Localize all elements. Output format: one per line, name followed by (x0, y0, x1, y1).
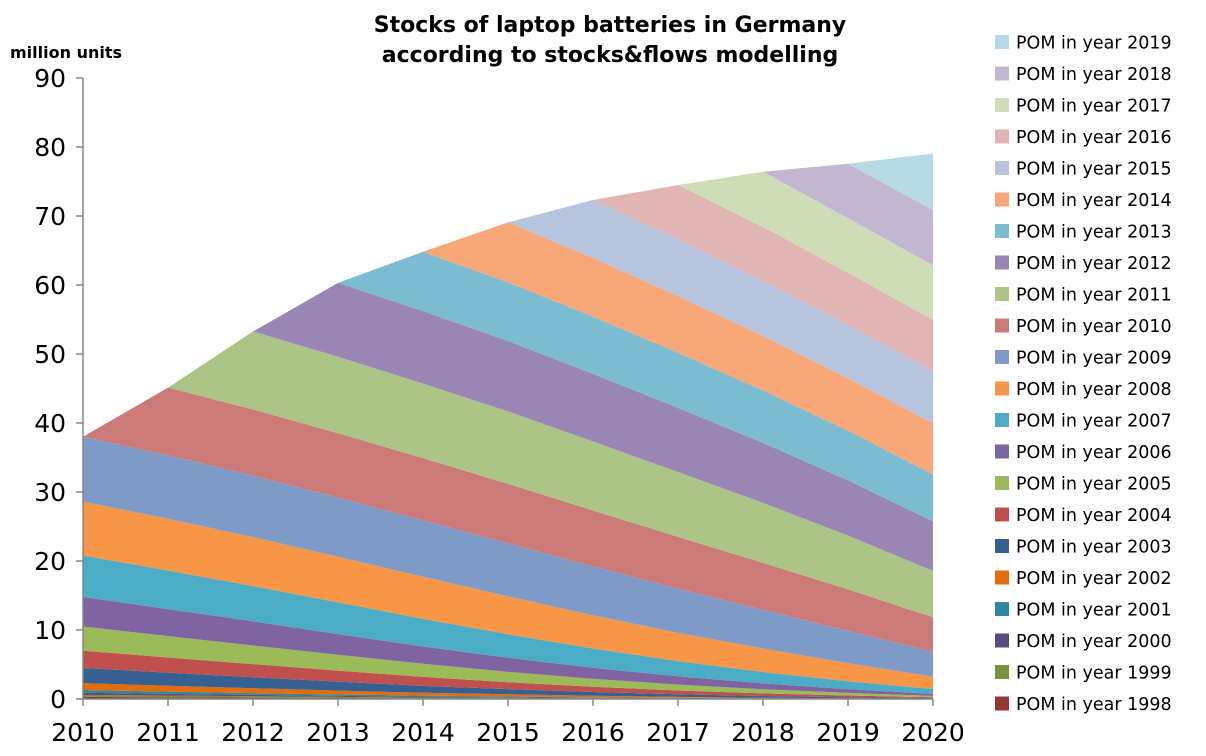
x-tick-label: 2011 (136, 718, 200, 747)
y-tick-label: 20 (34, 547, 66, 576)
y-tick-label: 80 (34, 133, 66, 162)
legend-swatch (995, 129, 1009, 144)
legend-swatch (995, 318, 1009, 333)
legend-label: POM in year 2002 (1016, 569, 1172, 589)
legend-label: POM in year 2019 (1016, 34, 1172, 54)
x-tick-label: 2010 (51, 718, 115, 747)
legend-label: POM in year 2003 (1016, 538, 1172, 558)
area-series-16 (83, 222, 933, 475)
legend-label: POM in year 2004 (1016, 506, 1172, 526)
legend-swatch (995, 192, 1009, 207)
area-series-15 (83, 251, 933, 522)
legend-label: POM in year 1999 (1016, 664, 1172, 684)
area-series-6 (83, 650, 933, 699)
area-series-2 (83, 692, 933, 699)
legend-swatch (995, 35, 1009, 49)
legend-label: POM in year 2018 (1016, 65, 1172, 85)
y-tick-label: 40 (34, 409, 66, 438)
x-axis-ticks: 2010 2011 2012 2013 2014 2015 2016 2017 2018 2019… (51, 699, 965, 747)
x-tick-label: 2018 (731, 718, 795, 747)
y-tick-label: 60 (34, 271, 66, 300)
legend-label: POM in year 2000 (1016, 632, 1172, 652)
legend-label: POM in year 2015 (1016, 160, 1172, 180)
area-series-1 (83, 694, 933, 699)
area-series-13 (83, 331, 933, 618)
legend-swatch (995, 539, 1009, 553)
legend-label: POM in year 2012 (1016, 254, 1172, 274)
y-tick-label: 90 (34, 64, 66, 93)
legend-swatch (995, 696, 1009, 711)
area-series-5 (83, 667, 933, 699)
legend-label: POM in year 2008 (1016, 380, 1172, 400)
legend-swatch (995, 413, 1009, 427)
y-tick-label: 50 (34, 340, 66, 369)
area-series-18 (83, 185, 933, 437)
chart-title-line-1: Stocks of laptop batteries in Germany (374, 13, 847, 38)
y-tick-label: 70 (34, 202, 66, 231)
legend-swatch (995, 98, 1009, 112)
y-tick-label: 10 (34, 616, 66, 645)
area-series-11 (83, 436, 933, 677)
legend-swatch (995, 224, 1009, 238)
area-series-20 (83, 163, 933, 437)
x-tick-label: 2012 (221, 718, 285, 747)
x-tick-label: 2019 (816, 718, 880, 747)
legend-label: POM in year 2014 (1016, 191, 1172, 211)
legend-swatch (995, 507, 1009, 522)
legend-label: POM in year 2007 (1016, 412, 1172, 432)
legend-swatch (995, 381, 1009, 396)
y-axis-ticks: 0 10 20 30 40 50 60 70 80 90 (34, 64, 83, 714)
legend-label: POM in year 1998 (1016, 695, 1172, 715)
legend-swatch (995, 570, 1009, 585)
legend-label: POM in year 2011 (1016, 286, 1172, 306)
legend-swatch (995, 161, 1009, 175)
legend-label: POM in year 2016 (1016, 128, 1172, 148)
legend-label: POM in year 2017 (1016, 97, 1172, 117)
y-tick-label: 30 (34, 478, 66, 507)
legend-label: POM in year 2001 (1016, 601, 1172, 621)
legend-label: POM in year 2010 (1016, 317, 1172, 337)
legend-swatch (995, 633, 1009, 648)
area-series-12 (83, 387, 933, 652)
legend-label: POM in year 2009 (1016, 349, 1172, 369)
legend-swatch (995, 255, 1009, 270)
legend-swatch (995, 476, 1009, 490)
legend-swatch (995, 602, 1009, 616)
x-tick-label: 2017 (646, 718, 710, 747)
x-tick-label: 2015 (476, 718, 540, 747)
legend-swatch (995, 350, 1009, 364)
x-tick-label: 2013 (306, 718, 370, 747)
legend-label: POM in year 2005 (1016, 475, 1172, 495)
y-axis-unit-label: million units (10, 43, 122, 62)
stacked-areas (83, 153, 933, 699)
legend: POM in year 2019 POM in year 2018 POM in y… (995, 34, 1172, 715)
chart-title-line-2: according to stocks&flows modelling (382, 43, 838, 68)
x-tick-label: 2016 (561, 718, 625, 747)
legend-swatch (995, 665, 1009, 679)
legend-swatch (995, 66, 1009, 81)
area-series-3 (83, 690, 933, 699)
area-series-10 (83, 501, 933, 689)
area-series-4 (83, 683, 933, 699)
x-tick-label: 2020 (901, 718, 965, 747)
x-tick-label: 2014 (391, 718, 455, 747)
legend-label: POM in year 2006 (1016, 443, 1172, 463)
area-series-7 (83, 626, 933, 698)
y-tick-label: 0 (50, 685, 66, 714)
legend-swatch (995, 287, 1009, 301)
legend-label: POM in year 2013 (1016, 223, 1172, 243)
legend-swatch (995, 444, 1009, 459)
area-series-17 (83, 199, 933, 437)
